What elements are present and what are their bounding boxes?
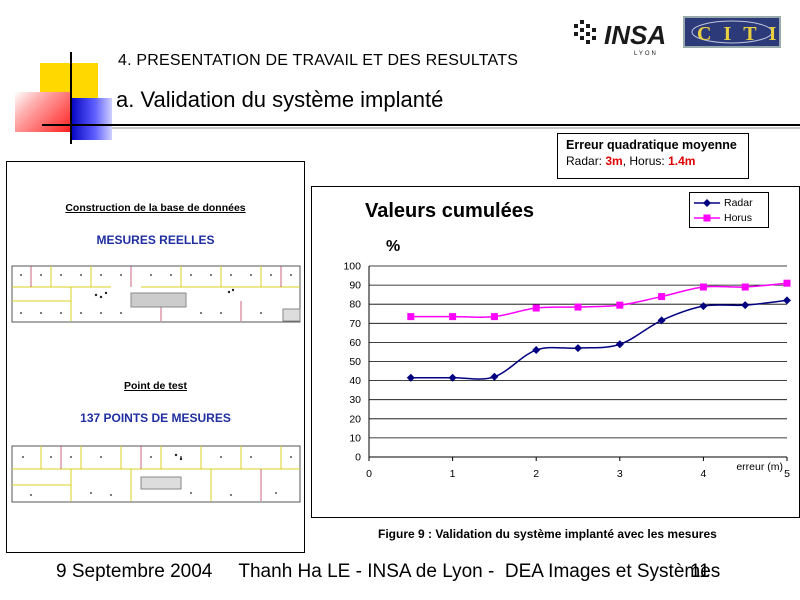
title-divider-shadow	[112, 127, 800, 129]
deco-square-blue	[70, 98, 112, 140]
section-title: 4. PRESENTATION DE TRAVAIL ET DES RESULT…	[118, 52, 519, 69]
data-point-horus	[783, 279, 791, 287]
x-tick-label: 3	[617, 468, 623, 480]
x-axis-label: erreur (m)	[736, 461, 783, 473]
y-axis-label: %	[386, 238, 401, 255]
x-tick-label: 2	[533, 468, 539, 480]
database-heading: Construction de la base de données	[65, 202, 246, 214]
real-measures-label: MESURES REELLES	[96, 233, 215, 247]
data-point-horus	[699, 283, 707, 291]
deco-square-red	[15, 92, 70, 132]
chart-panel	[311, 186, 800, 518]
y-tick-label: 50	[349, 356, 361, 368]
rmse-box: Erreur quadratique moyenne Radar: 3m, Ho…	[557, 133, 749, 179]
insa-logo-subtext: LYON	[634, 51, 658, 57]
data-point-radar	[615, 340, 624, 349]
data-point-horus	[741, 283, 749, 291]
data-point-radar	[406, 373, 415, 382]
data-point-horus	[449, 313, 457, 321]
slide-subtitle: a. Validation du système implanté	[116, 87, 444, 112]
series-line-horus	[410, 282, 788, 318]
y-tick-label: 80	[349, 299, 361, 311]
y-tick-label: 100	[343, 261, 361, 273]
data-point-horus	[532, 304, 540, 312]
data-point-horus	[658, 293, 666, 301]
y-tick-label: 30	[349, 394, 361, 406]
rmse-horus-value: 1.4m	[668, 154, 696, 168]
data-point-horus	[616, 301, 624, 309]
deco-vertical-line	[70, 52, 72, 144]
data-point-radar	[783, 296, 791, 305]
test-point-heading: Point de test	[123, 380, 187, 392]
x-tick-label: 0	[366, 468, 372, 480]
insa-logo: INSA LYON	[574, 20, 666, 57]
rmse-values: Radar: 3m, Horus: 1.4m	[566, 154, 740, 168]
y-tick-label: 60	[349, 337, 361, 349]
x-tick-label: 4	[700, 468, 706, 480]
data-point-radar	[741, 301, 750, 310]
floorplan-panel: Construction de la base de données MESUR…	[6, 161, 305, 553]
data-point-radar	[574, 344, 582, 353]
legend-item-radar: Radar	[694, 196, 753, 210]
legend-swatch-radar	[694, 199, 720, 207]
figure-caption: Figure 9 : Validation du système implant…	[378, 527, 717, 541]
title-divider	[42, 124, 800, 126]
y-tick-label: 70	[349, 318, 361, 330]
series-line-radar	[410, 299, 788, 380]
data-point-horus	[490, 313, 498, 321]
x-tick-label: 1	[450, 468, 456, 480]
data-point-radar	[657, 316, 666, 325]
legend-label-radar: Radar	[724, 197, 753, 209]
legend-item-horus: Horus	[694, 211, 752, 225]
citi-logo-text: CITI	[697, 23, 779, 45]
rmse-radar-value: 3m	[605, 154, 623, 168]
data-point-horus	[407, 313, 415, 321]
y-tick-label: 0	[355, 452, 361, 464]
citi-logo: CITI	[683, 16, 781, 48]
data-point-radar	[448, 373, 457, 382]
x-tick-label: 5	[784, 468, 790, 480]
insa-logo-text: INSA	[604, 20, 666, 50]
y-tick-label: 10	[349, 432, 361, 444]
rmse-radar-label: Radar:	[566, 154, 606, 168]
data-point-radar	[490, 372, 499, 381]
data-point-radar	[532, 346, 541, 355]
measure-count-label: 137 POINTS DE MESURES	[80, 411, 231, 425]
y-tick-label: 40	[349, 375, 361, 387]
chart-title: Valeurs cumulées	[365, 200, 534, 222]
data-point-horus	[574, 303, 582, 311]
floorplan-test-points	[11, 445, 301, 503]
legend-swatch-horus	[694, 214, 720, 222]
page-number: 11	[690, 561, 710, 582]
y-tick-label: 90	[349, 280, 361, 292]
floorplan-database	[11, 265, 301, 323]
legend-label-horus: Horus	[724, 212, 753, 224]
rmse-title: Erreur quadratique moyenne	[566, 138, 737, 152]
rmse-separator: , Horus:	[622, 154, 669, 168]
chart-legend: Radar Horus	[689, 192, 769, 228]
data-point-radar	[699, 302, 708, 311]
footer-text: 9 Septembre 2004 Thanh Ha LE - INSA de L…	[56, 561, 721, 582]
y-tick-label: 20	[349, 413, 361, 425]
